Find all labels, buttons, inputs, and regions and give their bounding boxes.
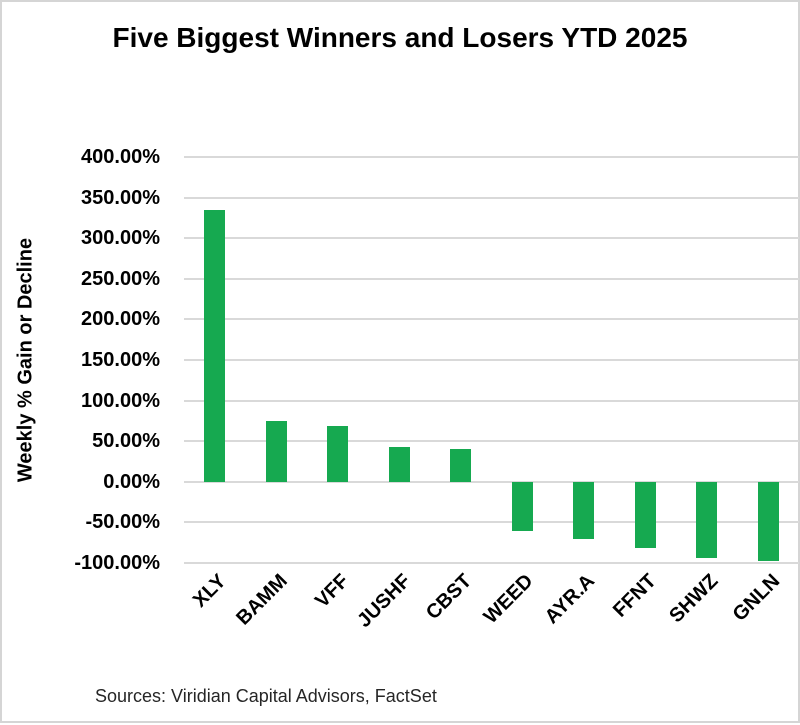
bar-xly: [204, 209, 226, 482]
bar-weed: [511, 481, 533, 532]
source-attribution: Sources: Viridian Capital Advisors, Fact…: [95, 686, 437, 706]
x-label-shwz: SHWZ: [665, 570, 723, 628]
gridline: [184, 318, 799, 321]
chart-title: Five Biggest Winners and Losers YTD 2025: [112, 22, 688, 53]
y-tick-label: 200.00%: [81, 308, 160, 331]
y-tick-label: 350.00%: [81, 186, 160, 209]
gridline: [184, 156, 799, 158]
gridline: [184, 196, 799, 199]
gridline: [184, 399, 799, 402]
y-tick-label: 0.00%: [103, 470, 160, 493]
y-tick-label: 50.00%: [92, 430, 160, 453]
bar-vff: [327, 425, 349, 482]
y-tick-label: -50.00%: [85, 511, 161, 534]
x-label-gnln: GNLN: [728, 570, 784, 626]
gridline: [184, 440, 799, 443]
y-tick-label: 250.00%: [81, 267, 160, 290]
y-tick-label: 400.00%: [81, 146, 160, 168]
gridline: [184, 480, 799, 483]
x-label-jushf: JUSHF: [352, 570, 415, 632]
bar-ffnt: [634, 481, 656, 548]
gridline: [184, 277, 799, 280]
gridline: [184, 521, 799, 524]
gridline: [184, 562, 799, 564]
x-label-vff: VFF: [311, 570, 354, 613]
y-axis-tick-labels: 400.00% 350.00% 300.00% 250.00% 200.00% 150.0…: [2, 2, 160, 725]
x-label-ffnt: FFNT: [609, 570, 661, 622]
y-tick-label: 150.00%: [81, 349, 160, 371]
bar-cbst: [450, 448, 472, 482]
bar-gnln: [757, 481, 779, 562]
gridline: [184, 237, 799, 240]
bar-shwz: [696, 481, 718, 559]
bar-bamm: [265, 420, 287, 482]
y-tick-label: 300.00%: [81, 227, 160, 250]
x-label-xly: XLY: [188, 570, 231, 612]
x-label-cbst: CBST: [422, 570, 477, 625]
plot-area: [184, 156, 799, 564]
x-label-bamm: BAMM: [232, 570, 292, 630]
x-axis-category-labels: XLY BAMM VFF JUSHF CBST WEED AYR.A FFNT SHWZ GNLN: [184, 570, 799, 660]
bar-ayr-a: [573, 481, 595, 540]
y-tick-label: 100.00%: [81, 389, 160, 412]
x-label-weed: WEED: [479, 570, 538, 628]
y-tick-label: -100.00%: [74, 552, 160, 574]
bar-jushf: [388, 446, 410, 482]
x-label-ayr-a: AYR.A: [541, 570, 600, 629]
gridline: [184, 359, 799, 361]
